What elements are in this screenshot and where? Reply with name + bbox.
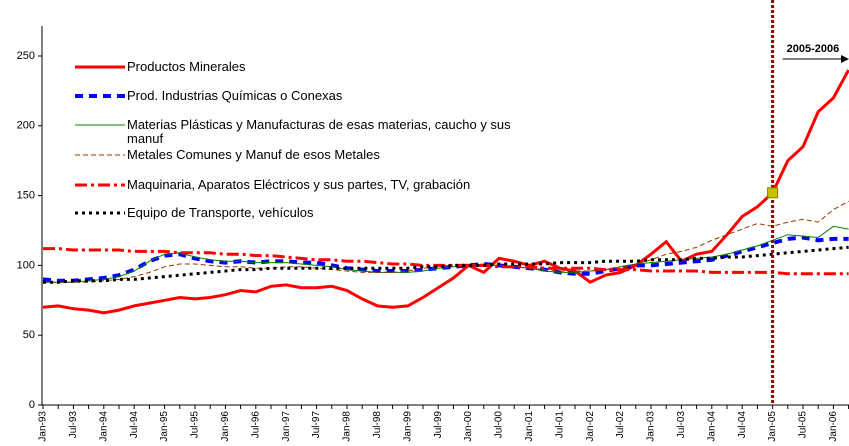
legend-swatch — [75, 124, 125, 126]
x-tick-label: Jan-05 — [767, 411, 778, 442]
x-tick-label: Jan-04 — [706, 411, 717, 442]
legend-swatch — [75, 154, 125, 156]
legend-swatch — [75, 94, 125, 98]
series-line — [43, 245, 849, 284]
y-tick-label: 100 — [17, 259, 35, 271]
x-tick-label: Jan-06 — [828, 411, 839, 442]
legend-label: Productos Minerales — [127, 59, 246, 74]
x-tick-label: Jan-99 — [402, 411, 413, 442]
legend-label: Materias Plásticas y Manufacturas de esa… — [127, 117, 511, 146]
y-tick-label: 150 — [17, 190, 35, 202]
x-tick-label: Jul-94 — [129, 411, 140, 439]
y-tick-label: 0 — [29, 399, 35, 411]
x-tick-label: Jan-01 — [524, 411, 535, 442]
x-tick-label: Jan-03 — [646, 411, 657, 442]
x-tick-label: Jul-99 — [433, 411, 444, 439]
annotation: 2005-2006 — [787, 43, 840, 55]
x-tick-label: Jan-00 — [463, 411, 474, 442]
x-tick-label: Jul-98 — [372, 411, 383, 439]
x-tick-label: Jan-94 — [98, 411, 109, 442]
x-tick-label: Jan-95 — [159, 411, 170, 442]
legend-item: Equipo de Transporte, vehículos — [75, 206, 527, 220]
legend-item: Maquinaria, Aparatos Eléctricos y sus pa… — [75, 178, 527, 192]
legend-label: Metales Comunes y Manuf de esos Metales — [127, 147, 380, 162]
legend-swatch — [75, 183, 125, 187]
x-tick-label: Jul-05 — [798, 411, 809, 439]
series-line — [43, 200, 849, 283]
y-tick-label: 250 — [17, 50, 35, 62]
x-tick-label: Jul-96 — [250, 411, 261, 439]
x-tick-label: Jul-04 — [737, 411, 748, 439]
legend-item: Prod. Industrias Químicas o Conexas — [75, 89, 527, 103]
series-line — [42, 69, 849, 315]
y-tick-label: 200 — [17, 120, 35, 132]
legend-label: Equipo de Transporte, vehículos — [127, 205, 314, 220]
legend-swatch — [75, 211, 125, 215]
x-tick-label: Jan-97 — [281, 411, 292, 442]
x-tick-label: Jan-02 — [585, 411, 596, 442]
x-tick-label: Jul-93 — [68, 411, 79, 439]
legend-item: Materias Plásticas y Manufacturas de esa… — [75, 118, 527, 146]
legend-label: Prod. Industrias Químicas o Conexas — [127, 88, 343, 103]
x-tick-label: Jan-98 — [342, 411, 353, 442]
x-tick-label: Jul-00 — [494, 411, 505, 439]
arrow-head — [841, 55, 849, 63]
x-tick-label: Jul-97 — [311, 411, 322, 439]
series-line — [43, 247, 849, 276]
x-tick-label: Jul-03 — [676, 411, 687, 439]
x-tick-label: Jul-01 — [554, 411, 565, 439]
x-tick-label: Jan-96 — [220, 411, 231, 442]
legend-item: Metales Comunes y Manuf de esos Metales — [75, 148, 527, 162]
legend-item: Productos Minerales — [75, 60, 527, 74]
legend-label: Maquinaria, Aparatos Eléctricos y sus pa… — [127, 177, 471, 192]
x-tick-label: Jul-95 — [190, 411, 201, 439]
series-line — [43, 225, 849, 283]
series-line — [42, 235, 849, 283]
y-tick-label: 50 — [23, 329, 35, 341]
highlight-point — [767, 187, 779, 199]
x-tick-label: Jan-93 — [38, 411, 49, 442]
x-tick-label: Jul-02 — [615, 411, 626, 439]
legend-swatch — [75, 65, 125, 69]
